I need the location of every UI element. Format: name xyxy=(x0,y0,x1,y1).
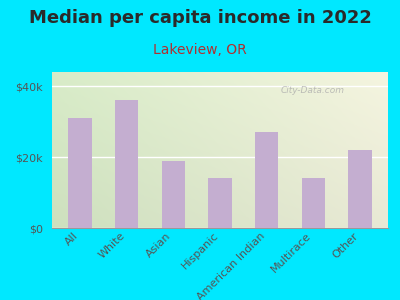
Text: Lakeview, OR: Lakeview, OR xyxy=(153,44,247,58)
Bar xyxy=(115,100,138,228)
Text: City-Data.com: City-Data.com xyxy=(280,86,344,95)
Bar xyxy=(208,178,232,228)
Bar xyxy=(162,160,185,228)
Bar xyxy=(302,178,325,228)
Text: Median per capita income in 2022: Median per capita income in 2022 xyxy=(28,9,372,27)
Bar xyxy=(348,150,372,228)
Bar xyxy=(68,118,92,228)
Bar xyxy=(255,132,278,228)
